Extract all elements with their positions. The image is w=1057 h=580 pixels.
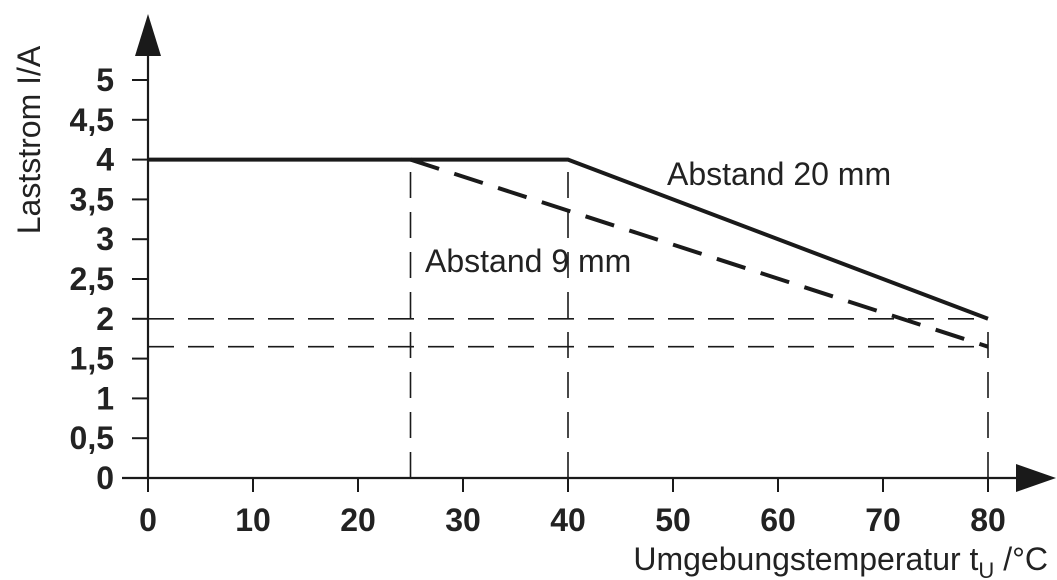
x-tick-label: 50: [655, 502, 691, 538]
y-tick-label: 0: [96, 460, 114, 496]
axes: [122, 14, 1056, 492]
series-line-0: [148, 157, 989, 321]
series-label-20mm: Abstand 20 mm: [667, 156, 891, 192]
y-tick-label: 1: [96, 380, 114, 416]
x-tick-label: 60: [760, 502, 796, 538]
x-tick-label: 0: [139, 502, 157, 538]
y-tick-label: 2: [96, 301, 114, 337]
y-tick-label: 2,5: [70, 261, 114, 297]
x-tick-label: 40: [550, 502, 586, 538]
series-label-9mm: Abstand 9 mm: [425, 243, 631, 279]
x-tick-label: 70: [865, 502, 901, 538]
series-group: [148, 157, 989, 349]
y-tick-label: 4,5: [70, 102, 114, 138]
y-tick-label: 3: [96, 221, 114, 257]
series-line-1: [409, 157, 989, 349]
x-tick-label: 80: [970, 502, 1006, 538]
tick-labels: 00,511,522,533,544,550 10 20 30 40 50 60 70 80: [70, 62, 1006, 538]
y-tick-label: 3,5: [70, 181, 114, 217]
y-tick-label: 5: [96, 62, 114, 98]
y-tick-label: 4: [96, 142, 114, 178]
y-axis-label: Laststrom I/A: [11, 45, 47, 234]
x-tick-label: 10: [235, 502, 271, 538]
x-axis-label: Umgebungstemperatur tU /°C: [633, 541, 1048, 580]
y-tick-label: 1,5: [70, 341, 114, 377]
x-axis-arrow: [1016, 464, 1056, 492]
y-axis-arrow: [135, 14, 161, 56]
y-tick-label: 0,5: [70, 420, 114, 456]
x-tick-label: 30: [445, 502, 481, 538]
reference-lines: [148, 159, 989, 478]
x-tick-label: 20: [340, 502, 376, 538]
